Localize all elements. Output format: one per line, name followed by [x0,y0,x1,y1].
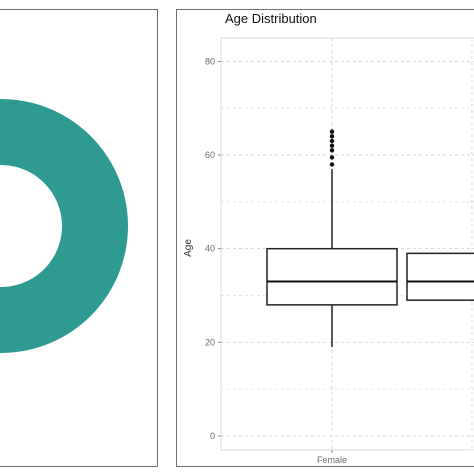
y-tick-label: 40 [205,244,215,254]
boxplot-chart-panel: Age Distribution 0 20 40 60 80 Age Female [176,9,474,467]
y-tick-label: 60 [205,150,215,160]
y-tick-label: 0 [210,431,215,441]
chart-title: Age Distribution [225,11,317,26]
y-tick-label: 80 [205,56,215,66]
outlier-point [329,148,335,153]
outlier-point [329,162,335,167]
outlier-point [329,134,335,139]
donut-chart-panel: emale22% [0,9,158,467]
box-iqr [266,247,398,306]
outlier-point [329,143,335,148]
y-axis-label: Age [183,239,194,257]
outlier-point [329,129,335,134]
donut-slice [0,97,130,355]
box-iqr [406,252,474,301]
boxplot-chart: Age Distribution 0 20 40 60 80 Age Female [183,11,474,465]
y-tick-label: 20 [205,337,215,347]
plot-background [220,37,474,451]
outlier-point [329,138,335,144]
x-tick-label: Female [317,455,347,465]
outlier-point [329,155,335,160]
donut-chart: emale22% [0,97,130,355]
box-series [406,252,474,301]
plot-area [220,37,474,451]
box-series [266,129,398,347]
